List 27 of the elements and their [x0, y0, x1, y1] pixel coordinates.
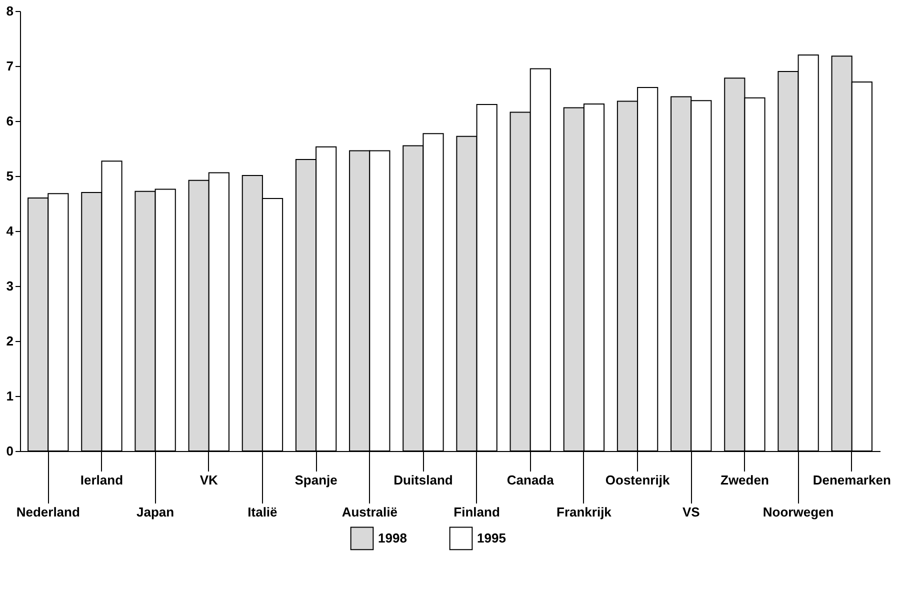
y-tick-label: 2: [6, 334, 14, 348]
y-tick-label: 7: [6, 58, 14, 74]
x-tick-label: Duitsland: [394, 472, 453, 488]
y-tick-label: 1: [6, 388, 14, 404]
y-tick-label: 5: [6, 168, 14, 184]
legend-label: 1998: [378, 530, 407, 546]
x-tick-label: Australië: [342, 504, 398, 520]
x-tick-label: VK: [200, 472, 219, 488]
x-tick-label: Japan: [136, 504, 174, 520]
y-tick-label: 4: [6, 224, 14, 238]
x-tick-label: Finland: [454, 504, 500, 520]
x-tick-label: Italië: [248, 504, 278, 520]
x-tick-label: Frankrijk: [556, 504, 612, 520]
x-tick-label: Canada: [506, 472, 555, 488]
x-tick-label: Spanje: [294, 472, 338, 488]
y-tick-label: 8: [6, 4, 14, 18]
x-tick-label: Denemarken: [812, 472, 891, 488]
x-tick-label: Zweden: [720, 472, 769, 488]
y-tick-label: 0: [6, 444, 14, 458]
y-tick-label: 6: [6, 114, 14, 128]
x-tick-label: Ierland: [80, 472, 124, 488]
legend-label: 1995: [477, 530, 506, 546]
y-tick-label: 3: [6, 278, 14, 294]
x-tick-label: Noorwegen: [762, 504, 834, 520]
x-tick-label: Oostenrijk: [605, 472, 670, 488]
x-tick-label: Nederland: [16, 504, 80, 520]
x-tick-label: VS: [682, 504, 700, 520]
